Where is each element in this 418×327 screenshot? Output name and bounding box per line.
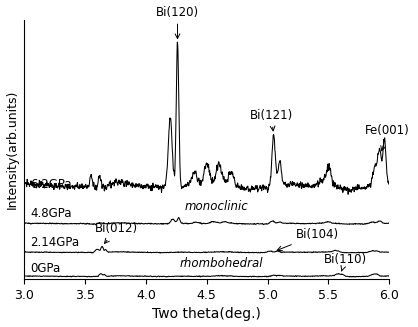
Text: Bi(110): Bi(110) [324, 252, 367, 271]
X-axis label: Two theta(deg.): Two theta(deg.) [152, 307, 261, 321]
Text: monoclinic: monoclinic [185, 199, 248, 213]
Text: 2.14GPa: 2.14GPa [30, 236, 79, 249]
Text: 0GPa: 0GPa [30, 262, 61, 275]
Text: Bi(120): Bi(120) [156, 6, 199, 39]
Text: Fe(001): Fe(001) [365, 124, 410, 151]
Text: Bi(121): Bi(121) [250, 109, 293, 131]
Text: Bi(012): Bi(012) [95, 222, 138, 243]
Text: 4.8GPa: 4.8GPa [30, 207, 72, 220]
Y-axis label: Intensity(arb.units): Intensity(arb.units) [5, 90, 18, 210]
Text: 6.2GPa: 6.2GPa [30, 178, 72, 191]
Text: Bi(104): Bi(104) [277, 228, 339, 251]
Text: rhombohedral: rhombohedral [180, 257, 263, 270]
